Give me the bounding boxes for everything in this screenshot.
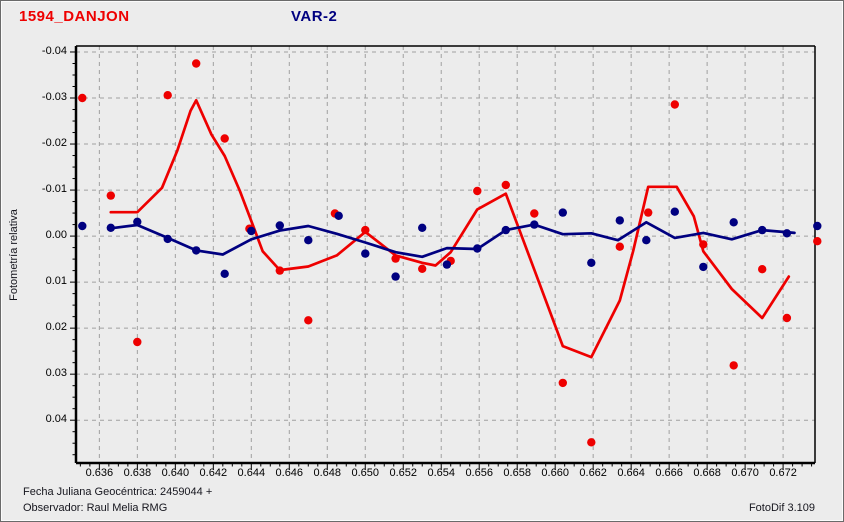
data-point-blue [220, 269, 229, 278]
data-point-blue [163, 234, 172, 244]
y-tick-label: -0.01 [41, 183, 67, 196]
app-version-label: FotoDif 3.109 [748, 502, 815, 514]
data-point-red [78, 93, 87, 103]
y-tick-label: 0.04 [45, 413, 67, 426]
data-point-blue [587, 258, 596, 267]
data-point-blue [304, 236, 313, 245]
x-tick-label: 0.650 [351, 467, 380, 479]
x-tick-label: 0.672 [769, 467, 797, 479]
data-point-blue [361, 249, 370, 258]
observer-label: Observador: Raul Melia RMG [23, 502, 168, 514]
data-point-red [699, 240, 708, 249]
x-tick-label: 0.656 [465, 467, 493, 479]
x-tick-label: 0.648 [313, 467, 342, 479]
data-point-red [133, 337, 142, 347]
x-tick-label: 0.658 [503, 467, 531, 479]
data-point-red [418, 264, 427, 273]
data-point-blue [106, 223, 116, 232]
x-tick-label: 0.666 [655, 467, 683, 479]
y-tick-label: -0.03 [41, 91, 67, 103]
x-tick-label: 0.638 [123, 467, 152, 479]
data-point-blue [670, 207, 679, 216]
data-point-red [615, 242, 624, 251]
data-point-red [587, 438, 596, 447]
data-point-blue [642, 236, 651, 245]
data-point-red [501, 180, 510, 190]
blue-curve [109, 220, 796, 259]
y-tick-label: -0.02 [41, 137, 67, 150]
data-point-red [729, 361, 738, 370]
data-point-blue [615, 216, 624, 225]
data-point-blue [558, 208, 567, 217]
data-point-red [192, 59, 201, 68]
data-point-blue [729, 218, 738, 227]
data-point-blue [275, 221, 284, 230]
x-tick-label: 0.642 [199, 467, 228, 479]
data-point-red [473, 186, 482, 196]
data-point-blue [133, 217, 142, 226]
data-point-blue [473, 244, 482, 253]
data-point-red [558, 378, 567, 388]
data-point-blue [442, 260, 452, 269]
y-tick-label: -0.04 [41, 44, 67, 57]
x-tick-label: 0.646 [275, 467, 304, 479]
data-point-blue [391, 272, 400, 281]
data-point-blue [334, 211, 343, 220]
data-point-red [106, 191, 116, 200]
data-point-red [220, 134, 229, 143]
data-point-blue [78, 221, 87, 231]
data-point-red [782, 313, 792, 323]
data-point-red [644, 208, 653, 217]
y-tick-label: 0.02 [45, 321, 67, 334]
data-point-blue [501, 225, 510, 235]
data-point-red [163, 91, 172, 100]
data-point-red [391, 254, 400, 263]
data-point-blue [192, 246, 201, 255]
data-point-blue [530, 220, 539, 229]
y-tick-label: 0.03 [45, 367, 67, 380]
data-point-blue [813, 221, 822, 231]
x-tick-label: 0.660 [541, 467, 569, 479]
y-tick-label: 0.00 [45, 229, 67, 242]
data-point-blue [758, 225, 767, 235]
data-point-red [361, 225, 370, 235]
red-curve [109, 98, 791, 359]
x-tick-label: 0.640 [161, 467, 190, 479]
x-tick-label: 0.636 [85, 467, 114, 479]
data-point-red [758, 265, 767, 274]
x-tick-label: 0.668 [693, 467, 721, 479]
data-point-red [670, 100, 679, 109]
x-tick-label: 0.664 [617, 467, 645, 479]
x-tick-label: 0.644 [237, 467, 266, 479]
data-point-red [530, 209, 539, 218]
data-point-red [304, 316, 313, 325]
data-point-red [813, 237, 822, 246]
object-title: 1594_DANJON [19, 8, 130, 25]
data-point-blue [699, 262, 708, 272]
data-point-red [275, 266, 284, 275]
comparison-title: VAR-2 [291, 8, 338, 25]
x-tick-label: 0.654 [427, 467, 455, 479]
julian-date-label: Fecha Juliana Geocéntrica: 2459044 + [23, 486, 213, 498]
x-tick-label: 0.662 [579, 467, 607, 479]
data-point-blue [247, 226, 256, 236]
x-tick-label: 0.652 [389, 467, 417, 479]
y-tick-label: 0.01 [45, 275, 67, 288]
data-point-blue [418, 223, 427, 232]
data-point-blue [782, 229, 792, 238]
x-tick-label: 0.670 [731, 467, 759, 479]
